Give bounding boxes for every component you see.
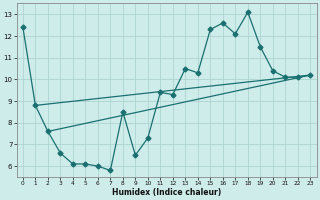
X-axis label: Humidex (Indice chaleur): Humidex (Indice chaleur): [112, 188, 221, 197]
